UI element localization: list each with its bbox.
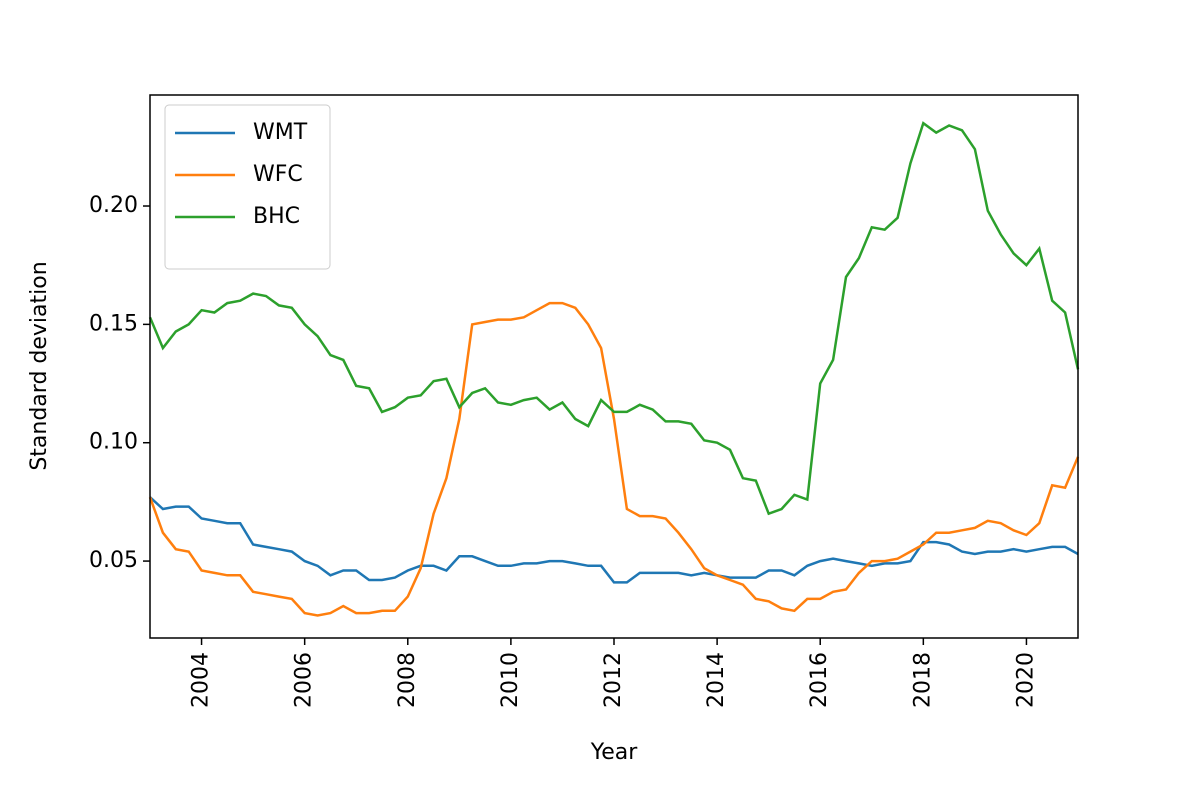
legend-box <box>164 104 331 270</box>
x-tick-label: 2010 <box>498 652 523 708</box>
x-tick-label: 2020 <box>1013 652 1038 708</box>
x-tick-label: 2016 <box>807 652 832 708</box>
y-tick-label: 0.05 <box>89 548 138 573</box>
x-tick-label: 2014 <box>704 652 729 708</box>
y-tick-label: 0.20 <box>89 193 138 218</box>
x-tick-label: 2018 <box>910 652 935 708</box>
x-tick-label: 2006 <box>292 652 317 708</box>
y-tick-label: 0.15 <box>89 311 138 336</box>
x-axis-label: Year <box>590 740 639 765</box>
x-tick-label: 2012 <box>601 652 626 708</box>
series-line <box>148 121 1080 516</box>
legend-label: BHC <box>253 204 300 229</box>
series-line <box>148 301 1080 617</box>
legend-label: WFC <box>253 162 303 187</box>
plot-frame <box>149 94 1079 639</box>
x-tick-label: 2004 <box>189 652 214 708</box>
x-tick-label: 2008 <box>395 652 420 708</box>
series-line <box>149 496 1079 584</box>
legend-label: WMT <box>253 120 308 145</box>
y-axis-label: Standard deviation <box>27 261 52 470</box>
y-tick-label: 0.10 <box>89 430 138 455</box>
